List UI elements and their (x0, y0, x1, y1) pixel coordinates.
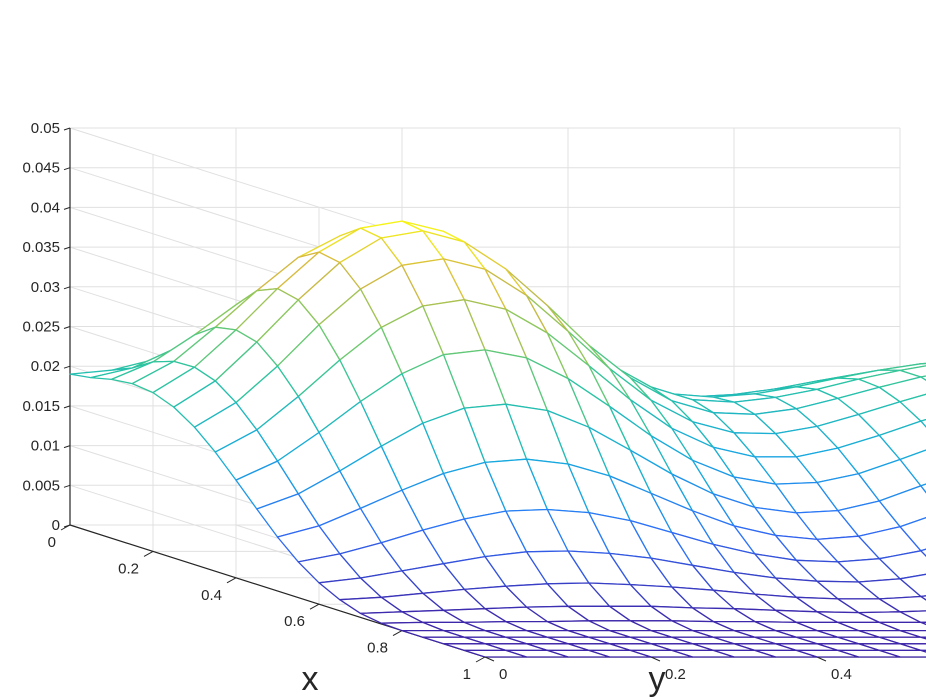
z-tick-label: 0 (52, 517, 60, 534)
y-tick-mark (650, 656, 661, 662)
y-tick-label: 0.2 (665, 666, 686, 683)
x-tick-mark (309, 603, 320, 610)
z-tick-mark (63, 365, 71, 369)
z-tick-label: 0.02 (31, 358, 60, 375)
z-tick-mark (63, 445, 71, 449)
z-tick-label: 0.01 (31, 438, 60, 455)
x-tick-mark (475, 656, 486, 663)
z-tick-mark (63, 405, 71, 409)
z-tick-label: 0.04 (31, 199, 60, 216)
y-axis-label: y (649, 660, 666, 698)
y-tick-label: 0.4 (831, 666, 852, 683)
x-tick-label: 0 (48, 534, 56, 551)
z-tick-label: 0.005 (22, 477, 60, 494)
z-tick-mark (63, 326, 71, 329)
z-tick-mark (63, 246, 71, 250)
x-tick-mark (392, 630, 403, 637)
z-tick-mark (63, 484, 71, 488)
z-tick-label: 0.05 (31, 120, 60, 137)
y-tick-label: 0 (499, 666, 507, 683)
x-tick-mark (226, 577, 237, 584)
y-tick-mark (484, 656, 495, 662)
z-tick-mark (63, 127, 71, 131)
x-axis-label: x (302, 660, 319, 698)
grid-line-z (69, 127, 900, 261)
surface-mesh (69, 220, 926, 658)
tick-labels: 0 0.005 0.01 0.015 0.02 0.025 0.03 0.035 0.04 0.0… (22, 120, 852, 683)
x-tick-label: 0.4 (201, 587, 222, 604)
x-tick-label: 0.2 (118, 560, 139, 577)
mesh-cell (463, 649, 528, 658)
x-tick-label: 1 (463, 666, 471, 683)
z-tick-label: 0.045 (22, 160, 60, 177)
z-tick-mark (63, 206, 71, 210)
x-tick-label: 0.8 (367, 640, 388, 657)
x-tick-label: 0.6 (284, 613, 305, 630)
z-tick-mark (63, 167, 71, 171)
z-tick-label: 0.025 (22, 319, 60, 336)
z-tick-label: 0.035 (22, 239, 60, 256)
y-tick-mark (816, 656, 827, 662)
z-tick-label: 0.03 (31, 279, 60, 296)
x-tick-mark (143, 550, 154, 557)
x-tick-mark (60, 524, 71, 531)
z-tick-label: 0.015 (22, 398, 60, 415)
z-tick-mark (63, 286, 71, 290)
